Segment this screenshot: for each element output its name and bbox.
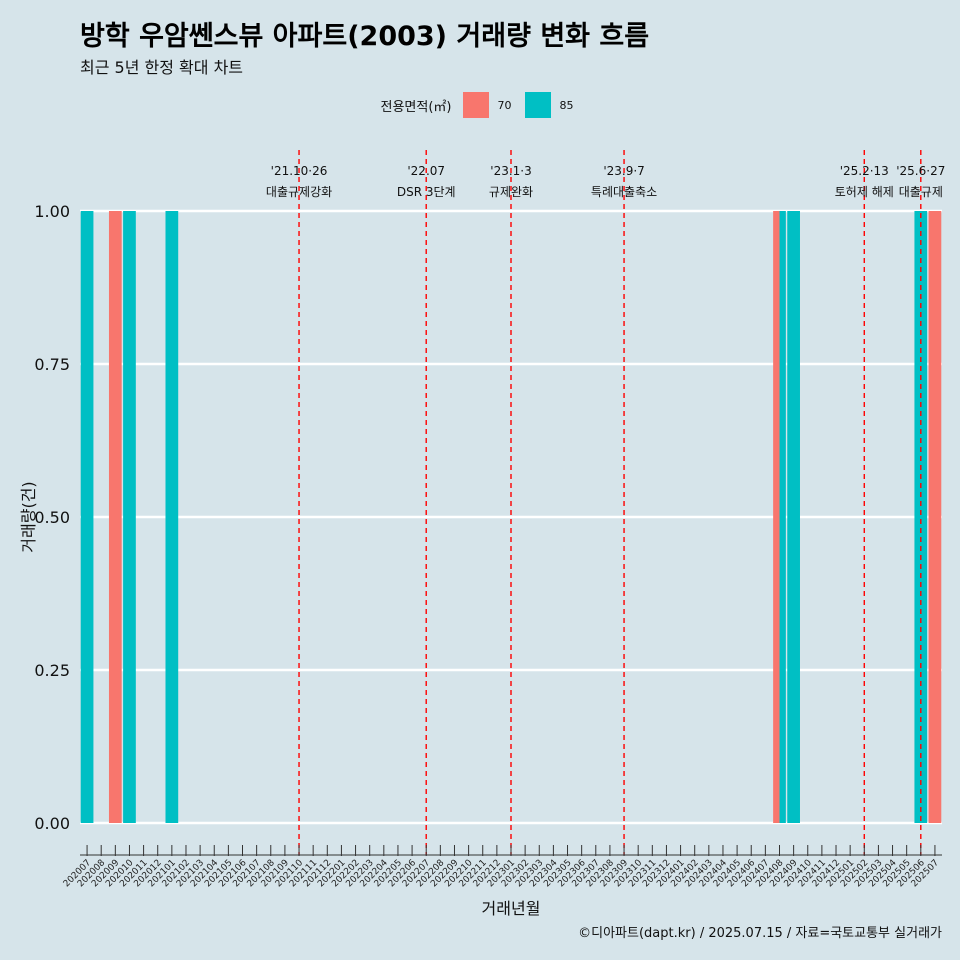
- event-label: 토허제 해제: [835, 185, 894, 199]
- bar: [123, 211, 136, 823]
- legend-key-85: [525, 92, 552, 118]
- event-label: DSR 3단계: [397, 185, 456, 199]
- event-label: 특례대출축소: [591, 185, 657, 199]
- page-subtitle: 최근 5년 한정 확대 차트: [80, 58, 244, 77]
- y-tick-label: 0.75: [34, 355, 70, 374]
- bar: [80, 211, 94, 823]
- bar: [914, 211, 928, 823]
- y-tick-label: 0.00: [34, 814, 70, 833]
- x-axis-title: 거래년월: [482, 899, 541, 918]
- event-date: '23.9·7: [603, 164, 644, 178]
- page-title: 방학 우암쎈스뷰 아파트(2003) 거래량 변화 흐름: [80, 21, 650, 52]
- event-date: '25.6·27: [896, 164, 945, 178]
- caption: ©디아파트(dapt.kr) / 2025.07.15 / 자료=국토교통부 실…: [578, 926, 942, 941]
- bar: [787, 211, 800, 823]
- event-date: '21.10·26: [271, 164, 328, 178]
- bar: [773, 211, 780, 823]
- bar: [928, 211, 942, 823]
- event-date: '23.1·3: [490, 164, 531, 178]
- legend-title: 전용면적(㎡): [380, 99, 452, 115]
- y-tick-label: 1.00: [34, 202, 70, 221]
- event-date: '22.07: [407, 164, 445, 178]
- bar: [108, 211, 122, 823]
- event-label: 규제완화: [489, 185, 533, 199]
- bar: [165, 211, 179, 823]
- event-label: 대출규제강화: [266, 185, 332, 199]
- event-label: 대출규제: [899, 185, 943, 199]
- legend-label-85: 85: [559, 98, 574, 112]
- legend-key-70: [463, 92, 490, 118]
- y-tick-label: 0.50: [34, 508, 70, 527]
- legend: 전용면적(㎡) 70 85: [0, 92, 960, 118]
- y-axis-title: 거래량(건): [19, 481, 38, 552]
- y-tick-label: 0.25: [34, 661, 70, 680]
- legend-label-70: 70: [497, 98, 512, 112]
- bar: [779, 211, 786, 823]
- event-date: '25.2·13: [840, 164, 889, 178]
